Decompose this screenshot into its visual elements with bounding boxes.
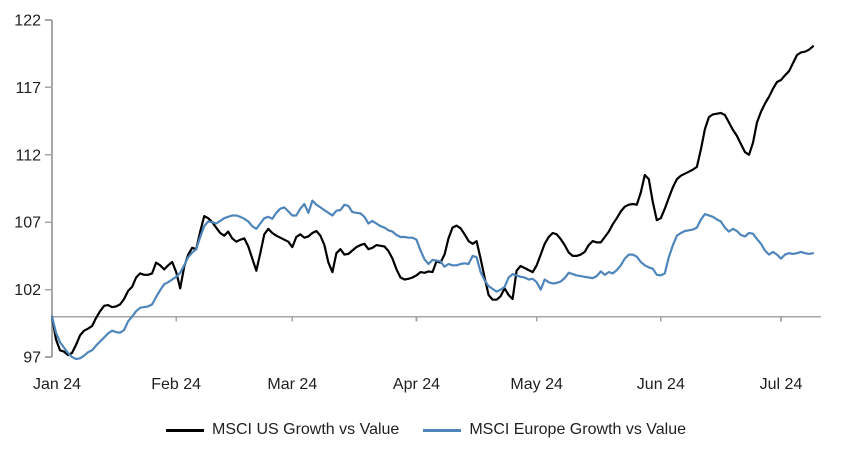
- x-tick-label: Jun 24: [637, 376, 685, 393]
- y-tick-label: 97: [23, 350, 41, 367]
- series-line-msci-europe: [50, 199, 815, 361]
- legend-item-us: MSCI US Growth vs Value: [166, 421, 399, 439]
- europe-line-swatch: [423, 428, 462, 432]
- x-tick-label: Jan 24: [33, 376, 81, 393]
- x-tick-label: Feb 24: [151, 376, 201, 393]
- series-line-msci-us: [50, 45, 815, 357]
- y-tick-label: 102: [14, 282, 41, 299]
- legend-item-europe: MSCI Europe Growth vs Value: [423, 421, 686, 439]
- x-tick-label: Apr 24: [393, 376, 440, 393]
- y-tick-label: 107: [14, 215, 41, 232]
- us-line-swatch: [166, 428, 204, 432]
- y-tick-label: 122: [14, 13, 41, 30]
- x-tick-label: May 24: [510, 376, 563, 393]
- y-tick-label: 117: [15, 80, 41, 97]
- x-tick-label: Jul 24: [760, 376, 803, 393]
- legend-label-europe: MSCI Europe Growth vs Value: [469, 421, 686, 438]
- y-tick-label: 112: [15, 147, 41, 164]
- x-tick-label: Mar 24: [267, 376, 317, 393]
- chart-legend: MSCI US Growth vs Value MSCI Europe Grow…: [0, 421, 852, 439]
- legend-label-us: MSCI US Growth vs Value: [212, 421, 400, 438]
